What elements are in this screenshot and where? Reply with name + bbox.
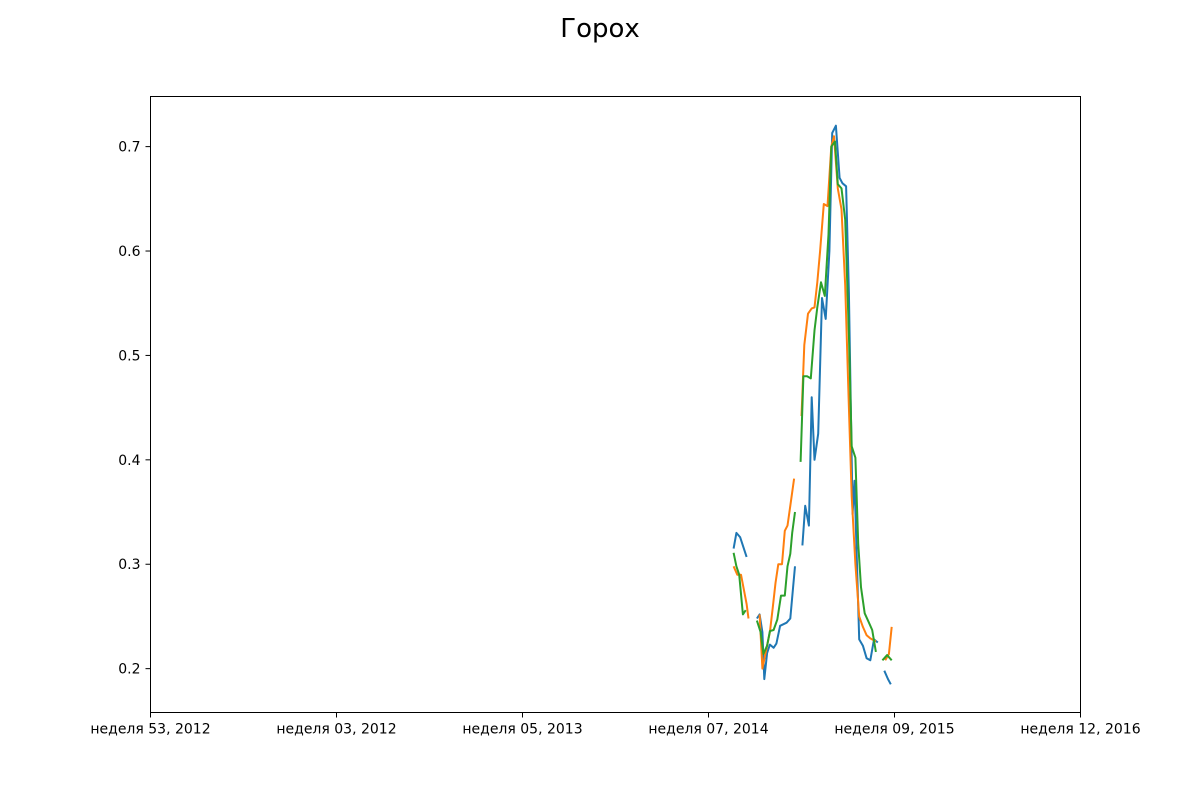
y-tick-label: 0.6 <box>118 244 140 260</box>
series-3-segment-1 <box>732 552 747 616</box>
series-1-segment-1 <box>732 531 748 558</box>
y-axis: 0.2 0.3 0.4 0.5 0.6 0.7 <box>118 140 151 678</box>
y-tick-label: 0.7 <box>118 140 140 156</box>
y-tick-label: 0.2 <box>118 662 140 678</box>
series-3-segment-3 <box>799 140 877 653</box>
series-2-segment-4 <box>884 626 893 661</box>
plot-frame <box>150 96 1081 713</box>
series-3-segment-2 <box>755 511 796 655</box>
x-tick-label: неделя 09, 2015 <box>834 722 954 738</box>
x-tick-label: неделя 53, 2012 <box>90 722 210 738</box>
y-tick-label: 0.3 <box>118 557 140 573</box>
series-2-segment-1 <box>732 565 750 619</box>
x-axis: неделя 53, 2012 неделя 03, 2012 неделя 05,… <box>90 712 1141 738</box>
series-1-segment-2 <box>756 566 796 681</box>
chart-title: Горох <box>560 14 640 44</box>
series-1-segment-3 <box>801 124 879 662</box>
x-tick-label: неделя 12, 2016 <box>1020 722 1140 738</box>
plot-series-group <box>732 124 893 685</box>
y-tick-label: 0.5 <box>118 348 140 364</box>
series-1-segment-4 <box>883 670 892 685</box>
series-3-segment-4 <box>881 654 893 661</box>
x-tick-label: неделя 05, 2013 <box>462 722 582 738</box>
x-tick-label: неделя 03, 2012 <box>276 722 396 738</box>
x-tick-label: неделя 07, 2014 <box>648 722 768 738</box>
series-2-segment-3 <box>800 135 877 643</box>
y-tick-label: 0.4 <box>118 453 140 469</box>
series-2-segment-2 <box>758 478 796 670</box>
